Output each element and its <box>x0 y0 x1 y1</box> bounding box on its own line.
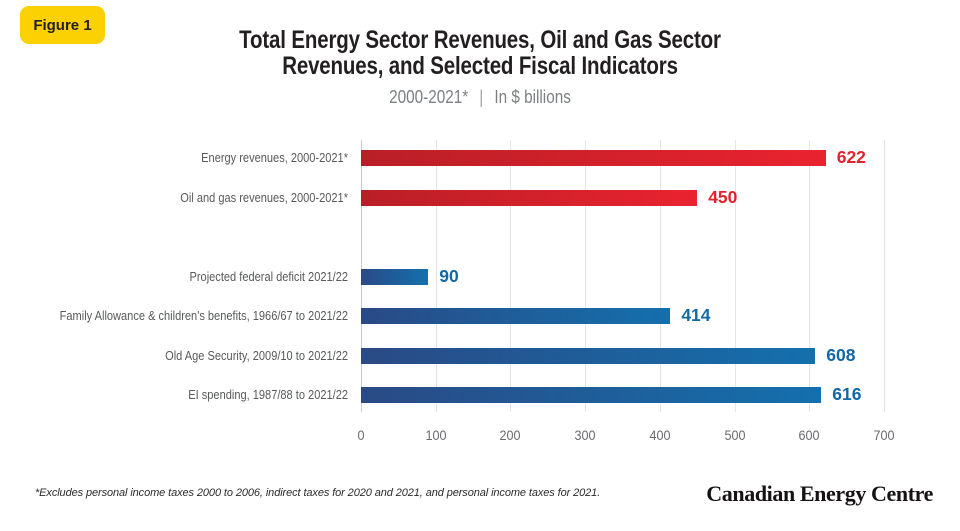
chart-subtitle: 2000-2021* | In $ billions <box>183 87 778 108</box>
bar-row-4: 608 <box>361 344 884 365</box>
value-label-2: 90 <box>439 265 459 286</box>
gridline-400 <box>659 140 661 412</box>
figure-badge: Figure 1 <box>20 6 105 44</box>
gridline-700 <box>884 140 885 412</box>
value-label-1: 450 <box>708 186 738 207</box>
x-tick-label-0: 0 <box>357 427 365 443</box>
value-label-3: 414 <box>681 305 711 326</box>
chart-header: Total Energy Sector Revenues, Oil and Ga… <box>130 27 830 108</box>
chart-title: Total Energy Sector Revenues, Oil and Ga… <box>193 27 767 79</box>
category-label-1: Oil and gas revenues, 2000-2021* <box>180 189 348 205</box>
gridline-600 <box>809 140 811 412</box>
chart-bar-2 <box>361 268 429 285</box>
category-label-2: Projected federal deficit 2021/22 <box>189 268 348 284</box>
chart-bar-0 <box>361 150 826 166</box>
chart-bar-1 <box>361 189 698 206</box>
bar-row-1: 450 <box>361 186 884 207</box>
bar-chart-plot-area: 622 450 90 414 608 616 <box>361 140 901 412</box>
gridline-100 <box>435 140 437 412</box>
chart-bar-4 <box>361 347 816 364</box>
bar-row-2: 90 <box>361 265 884 286</box>
canadian-energy-centre-logo: Canadian Energy Centre <box>706 481 933 506</box>
bar-row-3: 414 <box>361 305 884 326</box>
gridline-500 <box>734 140 736 412</box>
category-label-0: Energy revenues, 2000-2021* <box>201 150 348 165</box>
chart-title-line1: Total Energy Sector Revenues, Oil and Ga… <box>239 26 721 54</box>
subtitle-separator: | <box>479 87 484 107</box>
footnote: *Excludes personal income taxes 2000 to … <box>35 487 601 499</box>
value-label-0: 622 <box>836 147 866 168</box>
bar-row-0: 622 <box>361 147 884 168</box>
value-label-5: 616 <box>832 384 862 405</box>
subtitle-period: 2000-2021* <box>389 87 469 107</box>
subtitle-unit: In $ billions <box>494 87 571 107</box>
bar-row-5: 616 <box>361 384 884 405</box>
x-tick-label-700: 700 <box>873 427 895 443</box>
category-label-5: EI spending, 1987/88 to 2021/22 <box>188 387 348 402</box>
gridline-300 <box>585 140 587 412</box>
x-tick-label-600: 600 <box>798 427 820 443</box>
gridline-200 <box>510 140 512 412</box>
chart-bar-3 <box>361 308 671 324</box>
x-tick-label-300: 300 <box>574 427 596 443</box>
x-tick-label-400: 400 <box>649 427 671 443</box>
chart-bar-5 <box>361 387 822 403</box>
category-label-3: Family Allowance & children's benefits, … <box>59 308 348 323</box>
x-tick-label-500: 500 <box>724 427 746 443</box>
chart-title-line2: Revenues, and Selected Fiscal Indicators <box>282 52 678 80</box>
x-tick-label-200: 200 <box>499 427 521 443</box>
x-tick-label-100: 100 <box>425 427 447 443</box>
value-label-4: 608 <box>826 344 856 365</box>
category-label-4: Old Age Security, 2009/10 to 2021/22 <box>165 347 348 363</box>
